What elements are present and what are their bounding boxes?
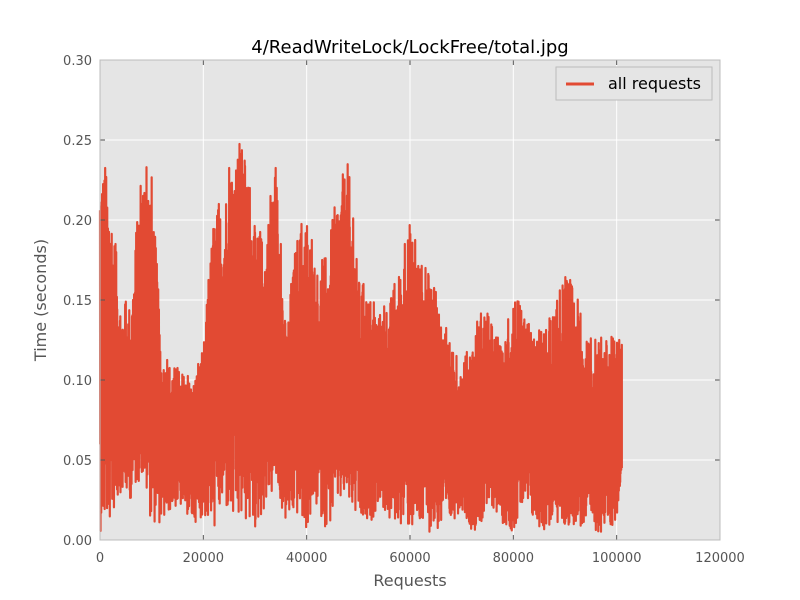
- y-tick-label: 0.10: [63, 374, 92, 389]
- y-tick-label: 0.30: [63, 54, 92, 69]
- y-tick-label: 0.15: [63, 294, 92, 309]
- legend-label: all requests: [608, 74, 701, 93]
- chart-title: 4/ReadWriteLock/LockFree/total.jpg: [251, 37, 568, 58]
- x-tick-label: 0: [96, 551, 104, 566]
- tick-labels: 0 20000 40000 60000 80000 100000 120000 0.00 0.0…: [63, 54, 745, 566]
- x-tick-label: 120000: [695, 551, 745, 566]
- axes: [99, 59, 721, 541]
- y-tick-label: 0.05: [63, 454, 92, 469]
- y-axis-label: Time (seconds): [31, 239, 50, 362]
- series-lines: [98, 142, 623, 533]
- series-line-all-requests: [98, 142, 623, 533]
- plot-frame: [99, 59, 721, 541]
- y-tick-label: 0.20: [63, 214, 92, 229]
- x-tick-label: 80000: [493, 551, 534, 566]
- x-tick-label: 40000: [286, 551, 327, 566]
- x-axis-label: Requests: [373, 571, 446, 590]
- x-tick-label: 20000: [183, 551, 224, 566]
- x-tick-label: 60000: [389, 551, 430, 566]
- y-tick-label: 0.00: [63, 534, 92, 549]
- legend: all requests: [555, 66, 713, 101]
- x-tick-label: 100000: [592, 551, 642, 566]
- y-tick-label: 0.25: [63, 134, 92, 149]
